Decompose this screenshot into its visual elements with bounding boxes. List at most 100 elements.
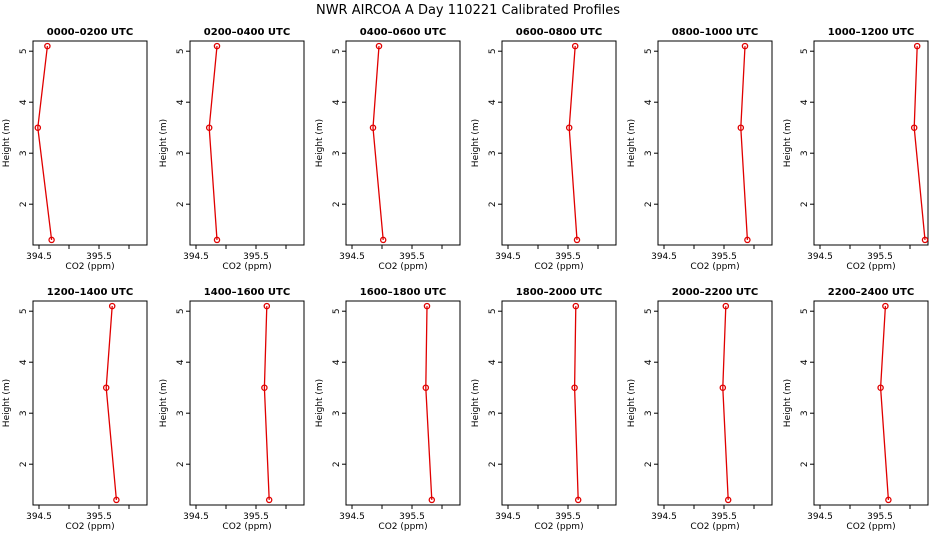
y-tick-label: 2	[19, 461, 29, 467]
data-point	[744, 236, 751, 244]
x-tick-label: 394.5	[183, 252, 209, 262]
data-point	[375, 42, 383, 50]
profile-line	[372, 46, 384, 240]
x-tick-label: 394.5	[807, 252, 833, 262]
y-axis-label: Height (m)	[315, 379, 325, 427]
y-tick-label: 5	[644, 48, 654, 54]
x-tick-label: 394.5	[26, 512, 52, 522]
x-tick-label: 394.5	[339, 512, 365, 522]
data-point	[263, 302, 271, 310]
y-axis-label: Height (m)	[783, 379, 793, 427]
data-point	[741, 42, 749, 50]
x-tick-label: 394.5	[339, 252, 365, 262]
profile-line	[879, 306, 890, 500]
data-point	[885, 496, 892, 504]
x-axis-label: CO2 (ppm)	[65, 522, 114, 532]
y-tick-label: 4	[19, 359, 29, 365]
plot-frame	[189, 40, 305, 246]
y-tick-label: 4	[488, 359, 498, 365]
y-tick-label: 5	[644, 308, 654, 314]
y-tick-label: 5	[488, 308, 498, 314]
y-tick-label: 4	[332, 359, 342, 365]
x-tick-label: 394.5	[807, 512, 833, 522]
y-tick-label: 5	[332, 48, 342, 54]
profile-line	[263, 306, 270, 500]
data-point	[910, 124, 918, 131]
profile-line	[425, 306, 433, 500]
x-tick-label: 395.5	[243, 512, 269, 522]
data-point	[213, 42, 221, 50]
y-axis-label: Height (m)	[159, 119, 169, 167]
y-axis-label: Height (m)	[783, 119, 793, 167]
plot-frame	[501, 40, 617, 246]
y-tick-label: 2	[644, 201, 654, 207]
x-tick-label: 394.5	[495, 252, 521, 262]
x-tick-label: 395.5	[711, 252, 737, 262]
x-axis-label: CO2 (ppm)	[378, 262, 427, 272]
panel-title: 0400–0600 UTC	[360, 27, 446, 38]
data-point	[213, 236, 221, 244]
y-tick-label: 4	[19, 99, 29, 105]
plot-frame	[32, 40, 148, 246]
data-point	[422, 384, 430, 391]
data-point	[113, 496, 120, 504]
data-point	[877, 384, 884, 391]
x-axis-label: CO2 (ppm)	[690, 522, 739, 532]
profile-line	[568, 46, 578, 240]
y-tick-label: 3	[176, 410, 186, 416]
x-tick-label: 395.5	[555, 512, 581, 522]
data-point	[34, 124, 42, 131]
y-tick-label: 4	[332, 99, 342, 105]
y-tick-label: 3	[332, 150, 342, 156]
y-tick-label: 5	[800, 48, 810, 54]
panel-title: 0600–0800 UTC	[516, 27, 602, 38]
x-axis-label: CO2 (ppm)	[65, 262, 114, 272]
plot-frame	[657, 300, 773, 506]
data-point	[205, 124, 213, 131]
y-tick-label: 5	[800, 308, 810, 314]
data-point	[102, 384, 110, 391]
y-tick-label: 3	[800, 150, 810, 156]
profile-line	[37, 46, 53, 240]
y-tick-label: 3	[332, 410, 342, 416]
data-point	[428, 496, 436, 504]
y-tick-label: 3	[644, 410, 654, 416]
panel-title: 1600–1800 UTC	[360, 287, 446, 298]
plot-frame	[657, 40, 773, 246]
x-axis-label: CO2 (ppm)	[378, 522, 427, 532]
y-axis-label: Height (m)	[627, 379, 637, 427]
y-tick-label: 2	[176, 201, 186, 207]
y-tick-label: 2	[332, 201, 342, 207]
y-tick-label: 2	[800, 461, 810, 467]
y-tick-label: 5	[19, 48, 29, 54]
x-tick-label: 395.5	[399, 512, 425, 522]
panel-title: 0800–1000 UTC	[672, 27, 758, 38]
y-tick-label: 3	[19, 150, 29, 156]
y-tick-label: 3	[19, 410, 29, 416]
x-tick-label: 394.5	[651, 512, 677, 522]
plot-frame	[32, 300, 148, 506]
profile-line	[913, 46, 926, 240]
data-point	[574, 496, 582, 504]
y-axis-label: Height (m)	[471, 119, 481, 167]
data-point	[265, 496, 273, 504]
y-tick-label: 3	[488, 150, 498, 156]
data-point	[565, 124, 573, 131]
profile-line	[105, 306, 118, 500]
plot-frame	[813, 40, 929, 246]
y-tick-label: 2	[644, 461, 654, 467]
y-tick-label: 4	[800, 99, 810, 105]
plot-frame	[345, 40, 461, 246]
panel-title: 1200–1400 UTC	[47, 287, 133, 298]
data-point	[379, 236, 387, 244]
